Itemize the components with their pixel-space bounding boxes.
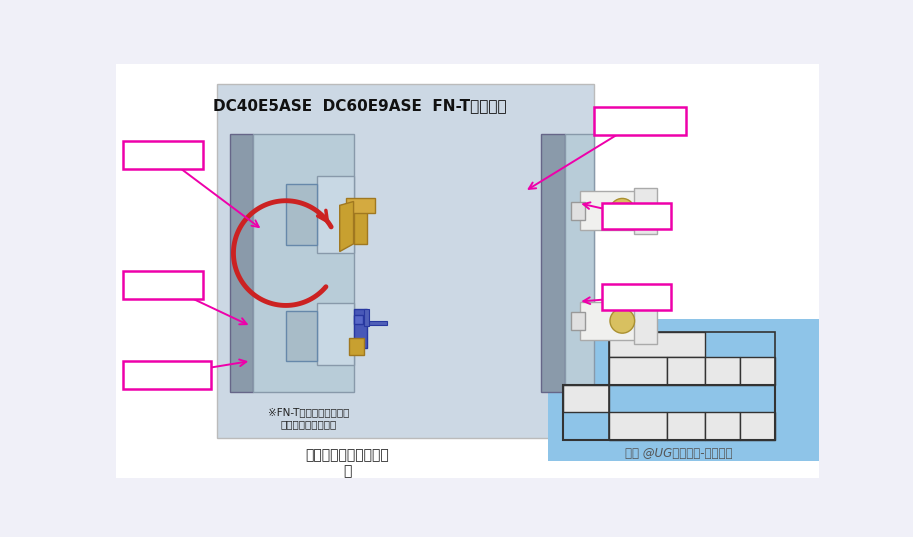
Bar bbox=[593, 107, 687, 134]
Bar bbox=[254, 134, 353, 391]
Circle shape bbox=[610, 309, 635, 333]
Bar bbox=[353, 309, 367, 348]
Text: 一次成形: 一次成形 bbox=[145, 148, 181, 163]
Text: 2次射出: 2次射出 bbox=[626, 422, 650, 431]
Text: 头条 @UG模具设计-小菱老师: 头条 @UG模具设计-小菱老师 bbox=[624, 447, 732, 460]
Bar bbox=[541, 134, 564, 391]
Bar bbox=[353, 201, 367, 244]
Polygon shape bbox=[340, 201, 353, 251]
Text: 計量: 計量 bbox=[651, 338, 664, 348]
Text: 开模: 开模 bbox=[717, 366, 729, 376]
Text: A料管: A料管 bbox=[623, 209, 650, 223]
Bar bbox=[667, 357, 706, 384]
Bar bbox=[563, 384, 609, 412]
Text: 一次成形品: 一次成形品 bbox=[618, 113, 662, 128]
Text: 1次射出: 1次射出 bbox=[626, 366, 650, 376]
Bar bbox=[609, 332, 706, 357]
Bar bbox=[286, 184, 317, 245]
Bar bbox=[609, 412, 667, 440]
Circle shape bbox=[610, 198, 635, 223]
Text: 冷却: 冷却 bbox=[680, 422, 692, 431]
Bar bbox=[317, 303, 353, 365]
Bar bbox=[580, 302, 642, 340]
Bar bbox=[706, 412, 740, 440]
Bar bbox=[602, 284, 671, 310]
Text: 二次成形: 二次成形 bbox=[145, 277, 181, 292]
Text: ※FN-Tシリーズの場合、
回転装置は注文装備: ※FN-Tシリーズの場合、 回転装置は注文装備 bbox=[268, 407, 350, 429]
Bar bbox=[571, 201, 584, 220]
Bar bbox=[667, 412, 706, 440]
Text: 二次成形品: 二次成形品 bbox=[145, 367, 189, 382]
Bar bbox=[609, 332, 775, 440]
Bar bbox=[634, 187, 657, 234]
Text: 顶出: 顶出 bbox=[751, 422, 763, 431]
Bar bbox=[216, 84, 593, 438]
Bar bbox=[580, 192, 642, 230]
Bar bbox=[564, 134, 593, 391]
Text: 开模: 开模 bbox=[717, 422, 729, 431]
Bar bbox=[571, 311, 584, 330]
Text: 锁模: 锁模 bbox=[580, 394, 593, 404]
Bar bbox=[349, 338, 364, 355]
Bar bbox=[740, 412, 775, 440]
Bar bbox=[353, 315, 362, 324]
Text: 旋转: 旋转 bbox=[751, 366, 763, 376]
Bar bbox=[364, 309, 369, 326]
Text: B: B bbox=[618, 316, 626, 326]
Bar bbox=[122, 361, 211, 389]
Bar bbox=[122, 271, 204, 299]
Bar bbox=[122, 141, 204, 169]
Bar bbox=[609, 357, 667, 384]
Bar bbox=[548, 318, 819, 461]
Bar bbox=[563, 384, 775, 440]
Text: 两组公母模仁用一幅模
胚: 两组公母模仁用一幅模 胚 bbox=[306, 448, 389, 478]
Bar bbox=[706, 357, 740, 384]
Bar bbox=[602, 203, 671, 229]
Text: 冷却: 冷却 bbox=[680, 366, 692, 376]
Bar bbox=[740, 357, 775, 384]
Bar bbox=[634, 297, 657, 344]
Bar bbox=[563, 384, 775, 440]
Text: A: A bbox=[618, 206, 626, 216]
Bar bbox=[230, 134, 254, 391]
Bar bbox=[346, 198, 375, 213]
Text: B料管: B料管 bbox=[623, 289, 650, 304]
Text: DC40E5ASE  DC60E9ASE  FN-Tシリーズ: DC40E5ASE DC60E9ASE FN-Tシリーズ bbox=[213, 98, 507, 113]
Bar bbox=[364, 321, 387, 325]
Bar bbox=[286, 311, 317, 361]
Bar bbox=[317, 176, 353, 253]
